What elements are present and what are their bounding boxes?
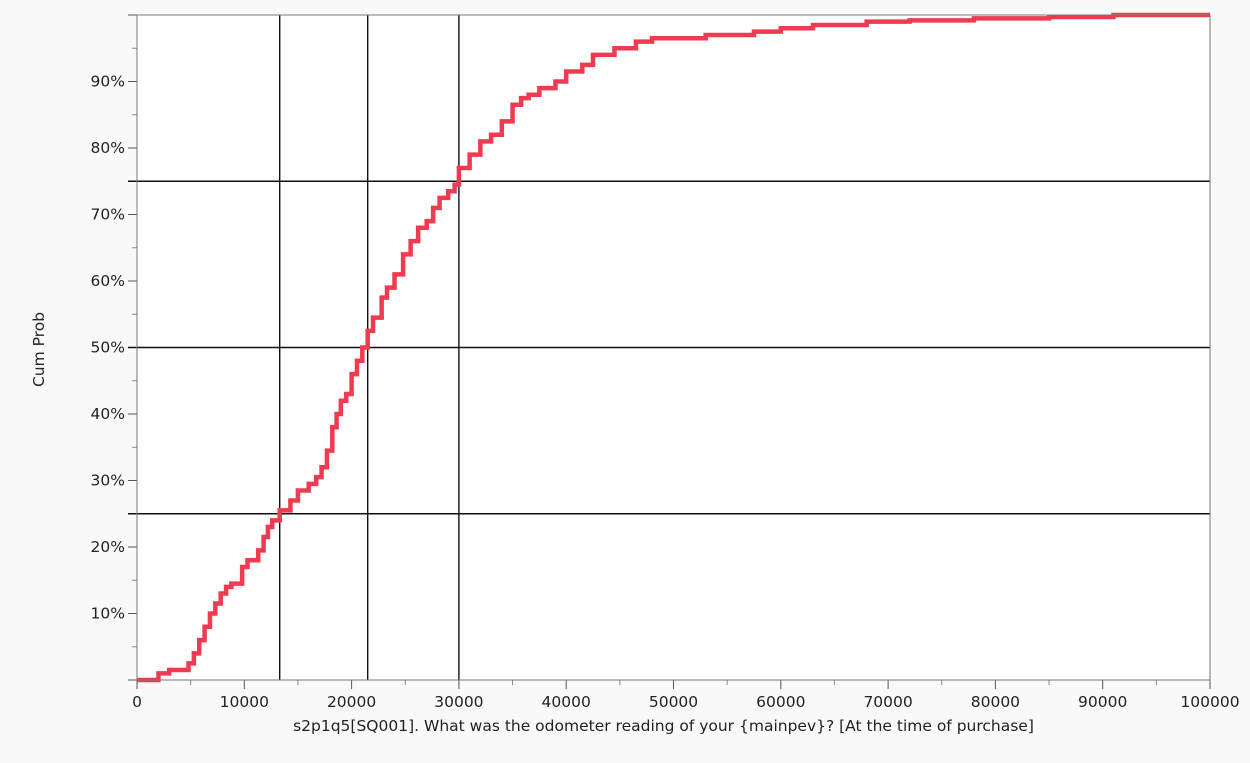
x-tick-label: 10000 bbox=[220, 693, 269, 711]
y-tick-label: 70% bbox=[91, 206, 125, 224]
x-tick-label: 70000 bbox=[863, 693, 912, 711]
y-tick-label: 60% bbox=[91, 272, 125, 290]
y-tick-label: 50% bbox=[91, 339, 125, 357]
y-axis-title: Cum Prob bbox=[30, 312, 48, 387]
x-tick-label: 90000 bbox=[1078, 693, 1127, 711]
y-tick-label: 40% bbox=[91, 405, 125, 423]
y-tick-label: 30% bbox=[91, 472, 125, 490]
x-tick-label: 80000 bbox=[971, 693, 1020, 711]
x-tick-label: 100000 bbox=[1180, 693, 1239, 711]
x-tick-label: 60000 bbox=[756, 693, 805, 711]
x-axis-title: s2p1q5[SQ001]. What was the odometer rea… bbox=[293, 717, 1034, 735]
y-tick-label: 10% bbox=[91, 605, 125, 623]
x-tick-label: 40000 bbox=[542, 693, 591, 711]
x-tick-label: 50000 bbox=[649, 693, 698, 711]
x-tick-label: 30000 bbox=[434, 693, 483, 711]
y-tick-label: 80% bbox=[91, 139, 125, 157]
y-tick-label: 20% bbox=[91, 538, 125, 556]
x-tick-label: 0 bbox=[132, 693, 142, 711]
y-tick-label: 90% bbox=[91, 73, 125, 91]
x-tick-label: 20000 bbox=[327, 693, 376, 711]
